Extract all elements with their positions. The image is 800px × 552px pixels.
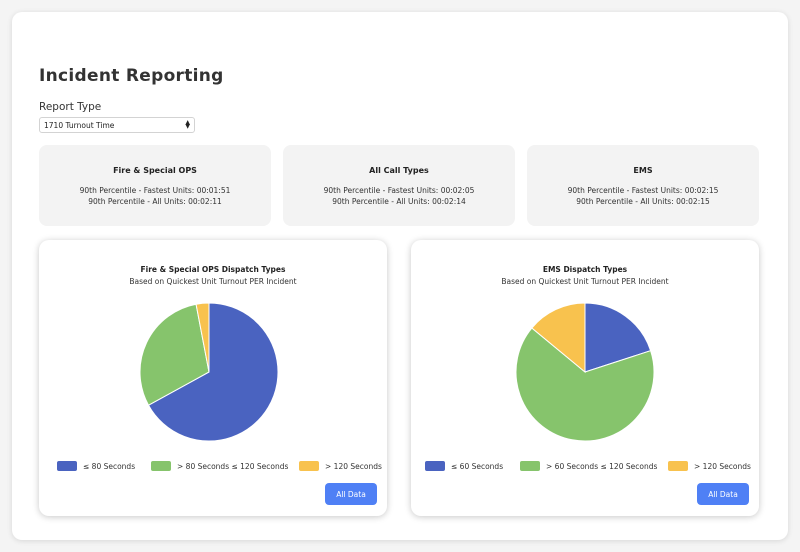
legend-swatch-yellow [668, 461, 688, 471]
legend-label: > 120 Seconds [325, 461, 382, 471]
legend-swatch-blue [425, 461, 445, 471]
chart-subtitle: Based on Quickest Unit Turnout PER Incid… [501, 277, 669, 286]
pie-slice-3[interactable] [531, 302, 586, 374]
all-data-button[interactable]: All Data [325, 483, 377, 505]
legend-label: > 60 Seconds ≤ 120 Seconds [546, 461, 658, 471]
legend-item[interactable]: > 80 Seconds ≤ 120 Seconds [151, 461, 288, 471]
summary-all-units: 90th Percentile - All Units: 00:02:14 [332, 197, 466, 206]
summary-all-units: 90th Percentile - All Units: 00:02:11 [88, 197, 222, 206]
legend-label: > 120 Seconds [694, 461, 751, 471]
report-type-select[interactable]: 1710 Turnout Time ▲ ▼ [39, 117, 195, 133]
chart-card-ems: EMS Dispatch Types Based on Quickest Uni… [411, 240, 759, 516]
legend-swatch-green [151, 461, 171, 471]
summary-card-title: EMS [633, 166, 653, 175]
legend-label: > 80 Seconds ≤ 120 Seconds [177, 461, 289, 471]
summary-fastest-units: 90th Percentile - Fastest Units: 00:01:5… [79, 186, 231, 195]
ems-dispatch-pie-chart [515, 302, 655, 442]
fire-dispatch-pie-chart [139, 302, 279, 442]
summary-card-ems: EMS 90th Percentile - Fastest Units: 00:… [527, 145, 759, 226]
pie-slice-2[interactable] [515, 327, 655, 442]
legend-item[interactable]: > 120 Seconds [668, 461, 751, 471]
summary-card-fire: Fire & Special OPS 90th Percentile - Fas… [39, 145, 271, 226]
report-type-value: 1710 Turnout Time [44, 120, 115, 130]
pie-slice-1[interactable] [147, 302, 279, 442]
legend-item[interactable]: ≤ 60 Seconds [425, 461, 503, 471]
legend-label: ≤ 80 Seconds [83, 461, 136, 471]
pie-slice-2[interactable] [139, 303, 210, 406]
legend-item[interactable]: > 60 Seconds ≤ 120 Seconds [520, 461, 657, 471]
chart-title: EMS Dispatch Types [542, 265, 628, 274]
page-title: Incident Reporting [39, 66, 224, 86]
summary-all-units: 90th Percentile - All Units: 00:02:15 [576, 197, 710, 206]
summary-fastest-units: 90th Percentile - Fastest Units: 00:02:1… [567, 186, 719, 195]
legend-label: ≤ 60 Seconds [451, 461, 504, 471]
summary-card-title: All Call Types [369, 166, 429, 175]
chart-card-fire: Fire & Special OPS Dispatch Types Based … [39, 240, 387, 516]
summary-fastest-units: 90th Percentile - Fastest Units: 00:02:0… [323, 186, 475, 195]
chart-subtitle: Based on Quickest Unit Turnout PER Incid… [129, 277, 297, 286]
select-arrows-icon: ▲ ▼ [185, 119, 190, 130]
pie-slice-1[interactable] [584, 302, 652, 373]
summary-card-all-call-types: All Call Types 90th Percentile - Fastest… [283, 145, 515, 226]
legend-swatch-yellow [299, 461, 319, 471]
legend-item[interactable]: ≤ 80 Seconds [57, 461, 135, 471]
legend-swatch-green [520, 461, 540, 471]
chart-title: Fire & Special OPS Dispatch Types [140, 265, 286, 274]
legend-item[interactable]: > 120 Seconds [299, 461, 382, 471]
all-data-button[interactable]: All Data [697, 483, 749, 505]
pie-slice-3[interactable] [195, 302, 210, 373]
summary-card-title: Fire & Special OPS [113, 166, 197, 175]
legend-swatch-blue [57, 461, 77, 471]
report-type-label: Report Type [39, 101, 102, 113]
